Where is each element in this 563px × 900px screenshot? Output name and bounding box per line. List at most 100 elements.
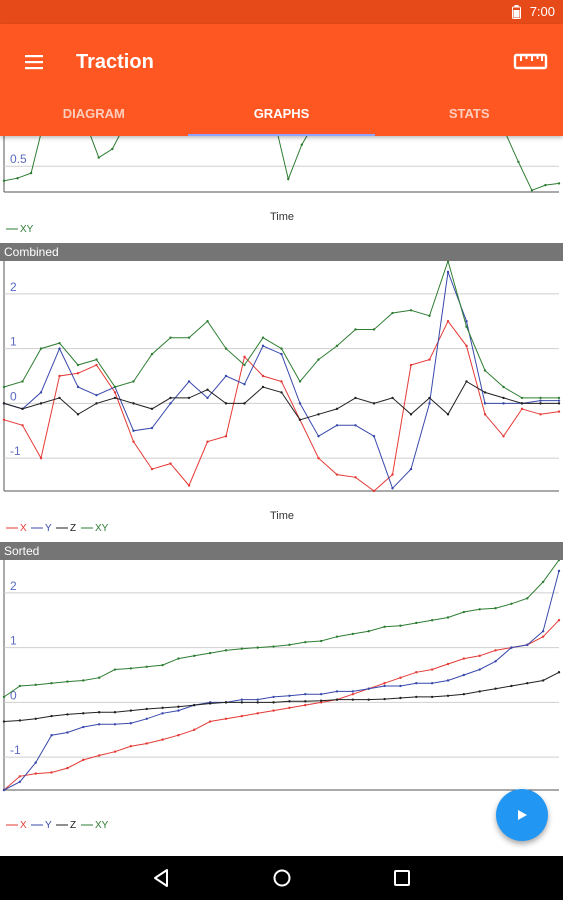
data-point-x xyxy=(82,758,85,762)
data-point-z xyxy=(113,396,117,400)
recent-apps-icon[interactable] xyxy=(390,866,414,890)
data-point-y xyxy=(82,725,85,729)
menu-button[interactable] xyxy=(14,46,54,78)
data-point-xy xyxy=(287,177,290,181)
home-icon[interactable] xyxy=(270,866,294,890)
data-point-x xyxy=(383,682,386,685)
data-point-y xyxy=(372,435,376,438)
tab-graphs[interactable]: GRAPHS xyxy=(187,96,376,136)
data-point-y xyxy=(317,435,320,438)
back-icon[interactable] xyxy=(150,866,174,890)
data-point-xy xyxy=(280,347,283,350)
data-point-x xyxy=(169,462,172,465)
data-point-xy xyxy=(462,610,466,614)
data-point-xy xyxy=(113,668,117,671)
data-point-y xyxy=(557,569,561,573)
data-point-xy xyxy=(66,680,69,683)
data-point-y xyxy=(256,698,259,701)
data-point-z xyxy=(224,701,228,704)
data-point-z xyxy=(415,695,418,699)
legend-entry-x: X xyxy=(20,523,27,534)
data-point-xy xyxy=(304,640,307,644)
data-point-z xyxy=(206,388,209,391)
data-point-z xyxy=(526,682,529,685)
navigation-bar xyxy=(0,856,563,900)
data-point-x xyxy=(462,657,466,660)
data-point-z xyxy=(446,694,450,698)
data-point-z xyxy=(430,695,434,699)
data-point-z xyxy=(462,692,466,696)
data-point-z xyxy=(21,407,24,411)
data-point-z xyxy=(39,402,43,405)
data-point-x xyxy=(319,701,323,704)
data-point-z xyxy=(478,690,481,693)
tab-stats[interactable]: STATS xyxy=(448,106,490,121)
play-button[interactable] xyxy=(496,789,548,841)
data-point-xy xyxy=(2,179,6,183)
data-point-xy xyxy=(399,624,402,627)
data-point-x xyxy=(354,476,357,479)
series-line-x xyxy=(3,320,560,492)
data-point-z xyxy=(161,706,164,710)
data-point-xy xyxy=(319,639,323,643)
data-point-x xyxy=(224,435,228,438)
data-point-xy xyxy=(300,143,304,146)
data-point-y xyxy=(319,692,323,696)
data-point-y xyxy=(335,424,339,427)
data-point-z xyxy=(95,402,98,405)
data-point-z xyxy=(494,687,497,690)
data-point-xy xyxy=(502,385,505,389)
data-point-xy xyxy=(193,654,196,658)
data-point-y xyxy=(541,629,545,633)
data-point-y xyxy=(354,424,357,427)
series-line-xy xyxy=(3,261,559,399)
data-point-x xyxy=(446,662,450,666)
data-point-x xyxy=(18,775,22,778)
data-point-y xyxy=(240,698,244,701)
sorted-chart: 210-1X Y Z XY xyxy=(2,560,561,831)
data-point-z xyxy=(428,396,431,400)
data-point-x xyxy=(520,407,524,411)
data-point-y xyxy=(129,721,133,725)
graphs-content[interactable]: 0.5 Time XY Combined 2 1 0 -1 Time X Y Z XY Sorted… xyxy=(0,136,563,856)
data-point-xy xyxy=(206,320,209,323)
tab-bar: DIAGRAM GRAPHS STATS xyxy=(0,96,563,136)
data-point-z xyxy=(187,396,191,400)
data-point-y xyxy=(76,385,80,389)
legend-entry-xy: XY xyxy=(20,224,34,235)
data-point-y xyxy=(399,684,402,688)
data-point-x xyxy=(494,649,497,652)
data-point-x xyxy=(430,668,434,671)
data-point-z xyxy=(391,396,394,400)
data-point-x xyxy=(177,734,180,737)
data-point-xy xyxy=(517,160,520,164)
data-point-y xyxy=(18,780,22,783)
ruler-button[interactable] xyxy=(511,44,551,80)
data-point-x xyxy=(317,456,320,460)
data-point-xy xyxy=(2,385,6,389)
data-point-y xyxy=(446,270,450,274)
data-point-y xyxy=(483,402,487,405)
data-point-y xyxy=(430,682,434,685)
data-point-z xyxy=(272,701,275,704)
data-point-y xyxy=(478,668,481,671)
y-tick-label: 0 xyxy=(10,688,17,702)
data-point-xy xyxy=(2,695,6,699)
data-point-x xyxy=(161,738,164,741)
data-point-x xyxy=(50,771,53,774)
data-point-xy xyxy=(415,621,418,625)
data-point-x xyxy=(541,635,545,638)
data-point-y xyxy=(34,761,37,764)
data-point-z xyxy=(224,402,228,405)
legend-entry-y: Y xyxy=(45,820,52,831)
data-point-xy xyxy=(526,597,529,600)
app-toolbar: Traction DIAGRAM GRAPHS STATS xyxy=(0,24,563,136)
data-point-z xyxy=(2,720,6,723)
data-point-xy xyxy=(557,560,561,562)
data-point-y xyxy=(272,695,275,699)
data-point-xy xyxy=(446,261,450,263)
tab-diagram[interactable]: DIAGRAM xyxy=(62,106,125,121)
data-point-xy xyxy=(18,684,22,688)
data-point-y xyxy=(66,731,69,734)
